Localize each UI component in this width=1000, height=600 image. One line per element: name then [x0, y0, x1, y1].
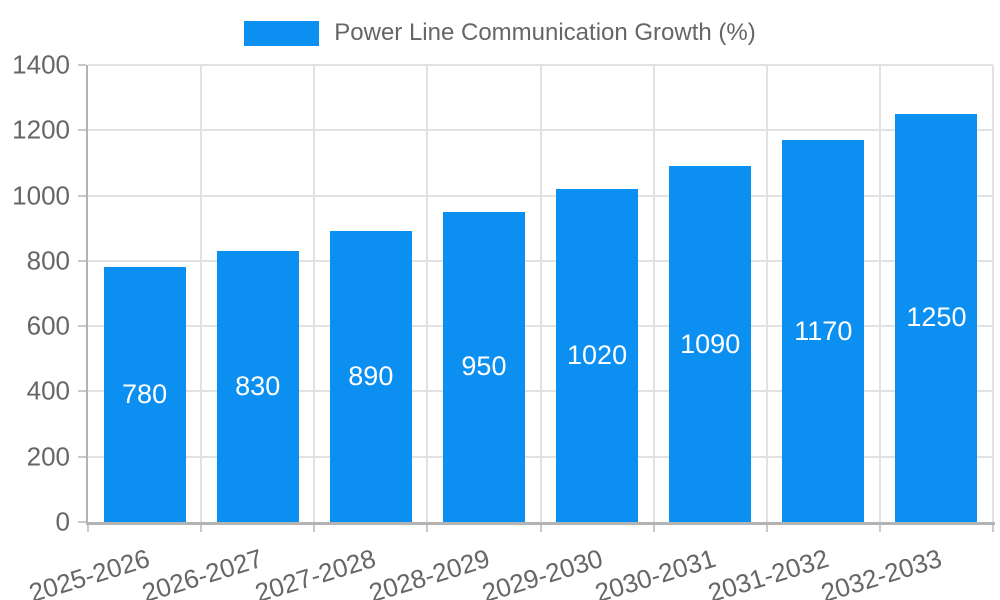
y-axis-tick — [78, 455, 86, 458]
bar-value-label: 890 — [348, 361, 394, 392]
x-axis-tick — [426, 524, 429, 532]
x-axis-tick — [87, 524, 89, 532]
y-axis-tick-label: 1400 — [12, 49, 70, 80]
bar[interactable]: 1170 — [782, 140, 865, 522]
bar[interactable]: 780 — [103, 267, 186, 522]
bar-value-label: 950 — [461, 351, 507, 382]
y-axis-tick — [78, 194, 86, 197]
bar-value-label: 1090 — [680, 328, 741, 359]
y-axis-tick-label: 200 — [26, 441, 70, 472]
legend-swatch-icon — [244, 20, 320, 46]
legend[interactable]: Power Line Communication Growth (%) — [0, 19, 1000, 47]
y-axis-tick-label: 400 — [26, 375, 70, 406]
y-axis-tick — [78, 129, 86, 132]
x-axis-tick-label: 2029-2030 — [478, 543, 606, 600]
y-axis-tick — [78, 390, 86, 393]
gridline-vertical — [765, 65, 768, 522]
gridline-vertical — [200, 65, 203, 522]
bar-value-label: 1250 — [906, 302, 967, 333]
bar-value-label: 1170 — [794, 315, 853, 346]
x-axis-tick — [878, 524, 881, 532]
bar[interactable]: 1020 — [556, 189, 639, 522]
x-axis-tick-label: 2025-2026 — [25, 543, 154, 600]
gridline-vertical — [539, 65, 542, 522]
y-axis-line — [86, 65, 88, 524]
bar[interactable]: 830 — [216, 251, 299, 522]
x-axis-line — [86, 522, 995, 525]
y-axis-tick-label: 0 — [55, 506, 70, 537]
y-axis-tick-label: 800 — [26, 245, 70, 276]
gridline-vertical — [878, 65, 881, 522]
gridline-vertical — [652, 65, 655, 522]
x-axis-tick — [313, 524, 316, 532]
x-axis-tick-label: 2028-2029 — [365, 543, 493, 600]
bar-value-label: 780 — [122, 379, 168, 410]
y-axis-tick-label: 1000 — [12, 180, 70, 211]
y-axis-tick-label: 600 — [26, 310, 70, 341]
legend-label: Power Line Communication Growth (%) — [334, 19, 756, 46]
y-axis-tick-label: 1200 — [12, 114, 70, 145]
x-axis-tick-label: 2027-2028 — [251, 543, 380, 600]
x-axis-tick — [765, 524, 768, 532]
y-axis-tick — [78, 521, 86, 523]
bar[interactable]: 890 — [329, 231, 412, 522]
y-axis-tick — [78, 64, 86, 66]
gridline-vertical — [313, 65, 316, 522]
bar-value-label: 1020 — [567, 340, 628, 370]
x-axis-tick-label: 2032-2033 — [817, 543, 946, 600]
x-axis-tick-label: 2026-2027 — [138, 543, 267, 600]
gridline-vertical — [992, 65, 994, 522]
x-axis-tick-label: 2030-2031 — [591, 543, 719, 600]
x-axis-tick — [539, 524, 542, 532]
x-axis-tick-label: 2031-2032 — [704, 543, 833, 600]
gridline-vertical — [426, 65, 429, 522]
x-axis-tick — [652, 524, 655, 532]
y-axis-tick — [78, 259, 86, 262]
bar[interactable]: 1090 — [669, 166, 752, 522]
y-axis-tick — [78, 325, 86, 328]
x-axis-tick — [200, 524, 203, 532]
bar[interactable]: 1250 — [895, 113, 978, 522]
bar[interactable]: 950 — [442, 211, 525, 522]
bar-value-label: 830 — [235, 371, 281, 402]
x-axis-tick — [992, 524, 994, 532]
